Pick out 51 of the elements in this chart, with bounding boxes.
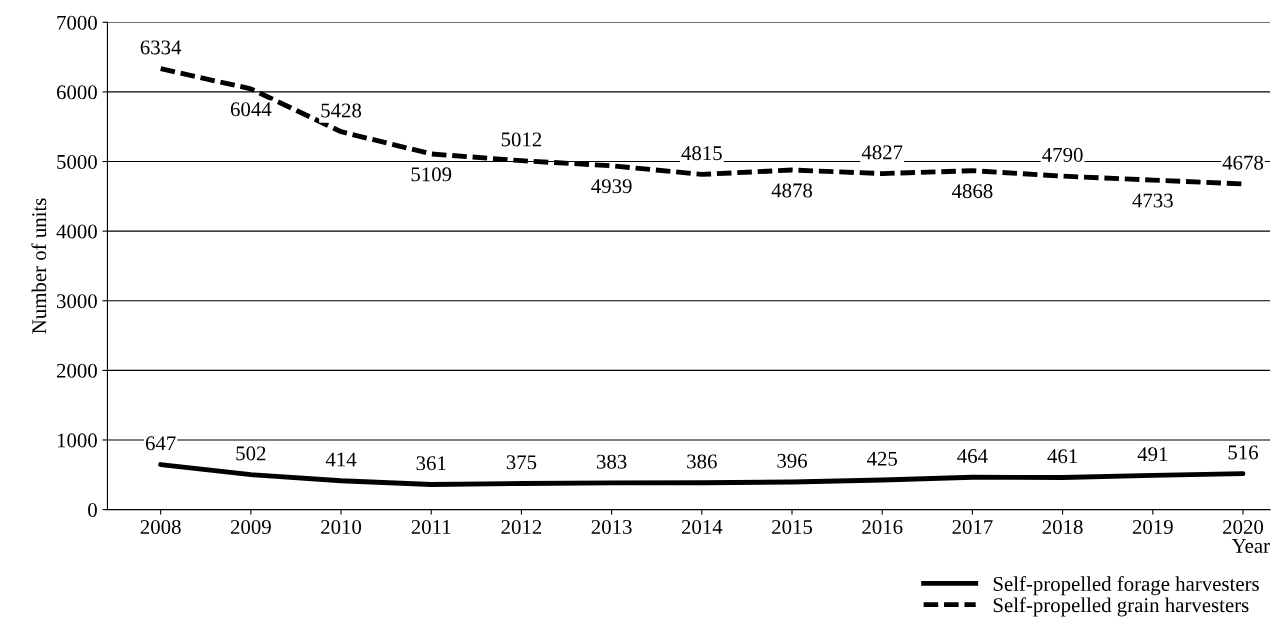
y-tick-label: 3000 — [57, 294, 97, 309]
legend-label: Self-propelled forage harvesters — [993, 576, 1259, 596]
data-label: 5428 — [321, 103, 362, 118]
data-label: 375 — [506, 455, 537, 470]
legend-label: Self-propelled grain harvesters — [993, 597, 1249, 617]
data-label: 396 — [777, 453, 808, 468]
y-axis-title: Number of units — [31, 198, 47, 334]
data-label: 4678 — [1222, 155, 1264, 170]
data-label: 502 — [236, 446, 266, 461]
data-label: 516 — [1228, 445, 1258, 460]
data-label: 4939 — [591, 179, 632, 194]
x-tick-label: 2008 — [140, 519, 181, 534]
data-label: 425 — [866, 451, 898, 466]
data-label: 4815 — [681, 146, 722, 161]
data-label: 386 — [687, 454, 717, 469]
data-label: 4733 — [1132, 193, 1173, 208]
data-label: 414 — [325, 452, 357, 467]
data-label: 464 — [957, 449, 988, 464]
x-tick-label: 2015 — [772, 519, 813, 534]
data-label: 5012 — [501, 132, 542, 147]
x-tick-label: 2018 — [1042, 519, 1083, 534]
data-label: 491 — [1137, 447, 1168, 462]
data-label: 4868 — [951, 184, 993, 199]
data-label: 4878 — [771, 183, 813, 198]
data-label: 4827 — [861, 145, 903, 160]
y-tick-label: 7000 — [57, 15, 97, 30]
x-axis-title: Year — [1231, 539, 1270, 553]
x-tick-label: 2010 — [321, 519, 362, 534]
x-tick-label: 2011 — [411, 519, 451, 534]
y-tick-label: 0 — [88, 502, 97, 518]
x-tick-label: 2009 — [230, 519, 271, 534]
x-tick-label: 2014 — [681, 519, 723, 534]
data-label: 361 — [416, 456, 446, 471]
x-tick-label: 2016 — [862, 519, 903, 534]
data-label: 6044 — [230, 102, 272, 117]
y-tick-label: 1000 — [57, 433, 97, 448]
data-label: 6334 — [140, 40, 182, 55]
x-tick-label: 2019 — [1132, 519, 1173, 534]
y-tick-label: 6000 — [56, 85, 97, 100]
x-tick-label: 2012 — [501, 519, 542, 534]
y-tick-label: 2000 — [56, 363, 97, 378]
x-tick-label: 2017 — [952, 519, 993, 534]
data-label: 5109 — [411, 167, 452, 182]
data-label: 461 — [1047, 449, 1077, 464]
x-tick-label: 2020 — [1223, 519, 1264, 534]
y-tick-label: 4000 — [56, 224, 97, 239]
data-label: 383 — [597, 454, 627, 469]
data-label: 4790 — [1042, 147, 1083, 162]
data-label: 647 — [145, 436, 176, 451]
y-tick-label: 5000 — [57, 154, 97, 169]
x-tick-label: 2013 — [591, 519, 632, 534]
